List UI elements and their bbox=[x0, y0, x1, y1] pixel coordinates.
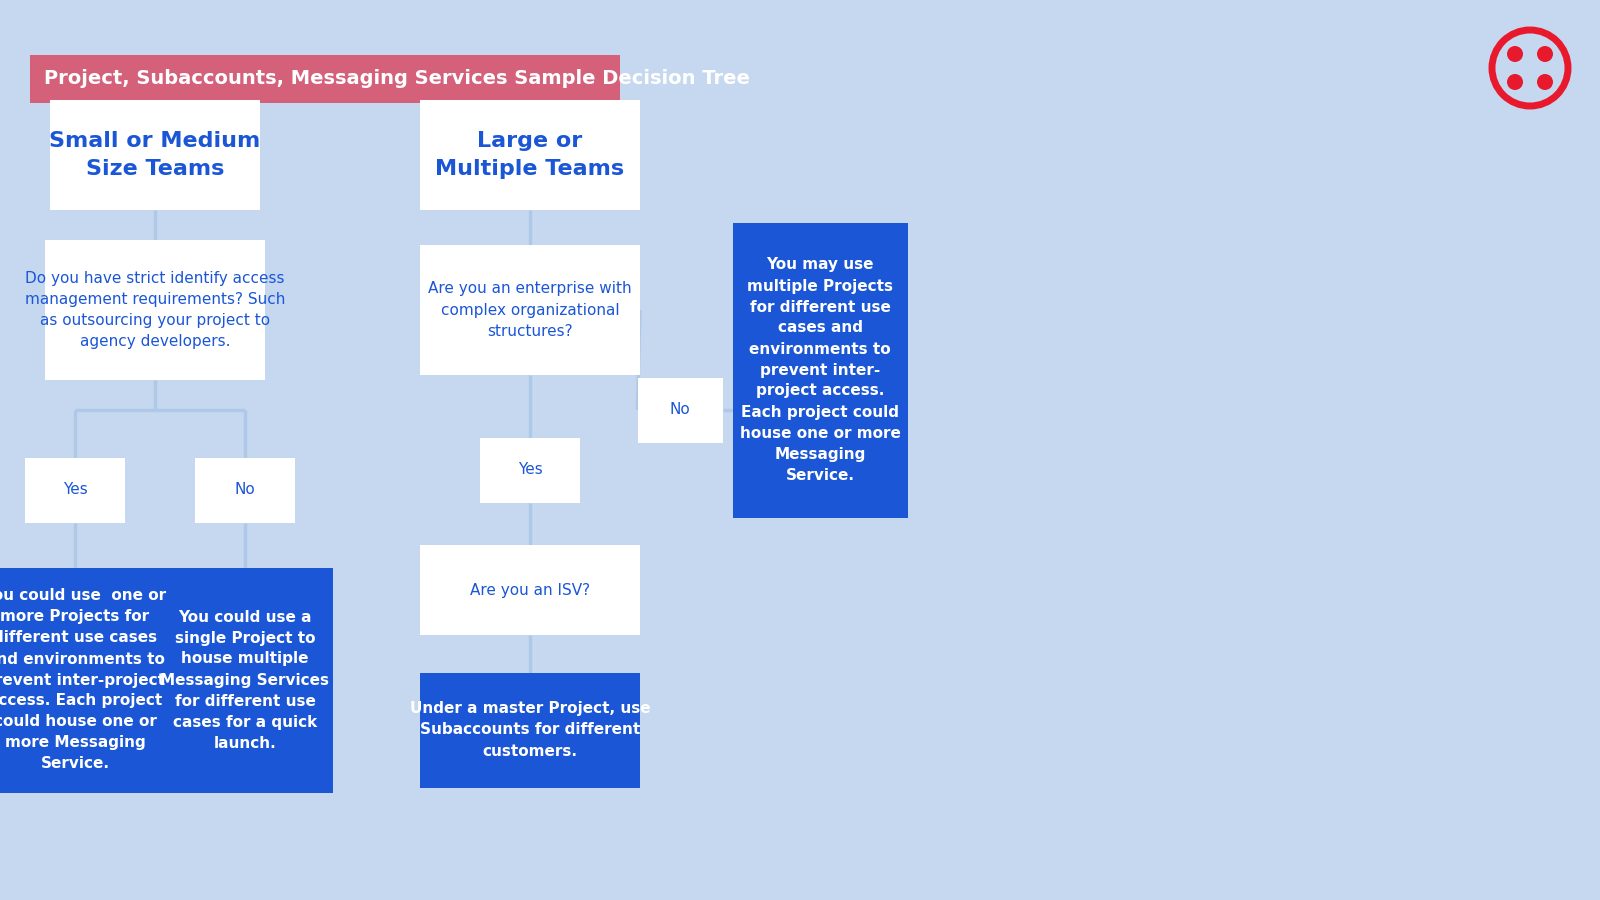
Circle shape bbox=[1538, 46, 1554, 62]
FancyBboxPatch shape bbox=[637, 377, 723, 443]
Text: You could use a
single Project to
house multiple
Messaging Services
for differen: You could use a single Project to house … bbox=[160, 609, 330, 751]
Circle shape bbox=[1538, 74, 1554, 90]
Text: You may use
multiple Projects
for different use
cases and
environments to
preven: You may use multiple Projects for differ… bbox=[739, 257, 901, 482]
Text: No: No bbox=[235, 482, 256, 498]
Circle shape bbox=[1507, 46, 1523, 62]
FancyBboxPatch shape bbox=[0, 568, 163, 793]
FancyBboxPatch shape bbox=[45, 240, 266, 380]
FancyBboxPatch shape bbox=[733, 222, 907, 518]
FancyBboxPatch shape bbox=[50, 100, 259, 210]
FancyBboxPatch shape bbox=[419, 245, 640, 375]
Text: Small or Medium
Size Teams: Small or Medium Size Teams bbox=[50, 131, 261, 179]
Text: You could use  one or
more Projects for
different use cases
and environments to
: You could use one or more Projects for d… bbox=[0, 589, 166, 771]
Text: Large or
Multiple Teams: Large or Multiple Teams bbox=[435, 131, 624, 179]
Text: Are you an ISV?: Are you an ISV? bbox=[470, 582, 590, 598]
Text: Under a master Project, use
Subaccounts for different
customers.: Under a master Project, use Subaccounts … bbox=[410, 701, 650, 759]
FancyBboxPatch shape bbox=[419, 545, 640, 635]
FancyBboxPatch shape bbox=[195, 457, 294, 523]
FancyBboxPatch shape bbox=[157, 568, 333, 793]
FancyBboxPatch shape bbox=[30, 55, 621, 103]
Text: Project, Subaccounts, Messaging Services Sample Decision Tree: Project, Subaccounts, Messaging Services… bbox=[45, 69, 750, 88]
Text: Do you have strict identify access
management requirements? Such
as outsourcing : Do you have strict identify access manag… bbox=[26, 271, 285, 349]
Text: Are you an enterprise with
complex organizational
structures?: Are you an enterprise with complex organ… bbox=[429, 282, 632, 338]
FancyBboxPatch shape bbox=[26, 457, 125, 523]
Text: Yes: Yes bbox=[518, 463, 542, 478]
FancyBboxPatch shape bbox=[419, 100, 640, 210]
Circle shape bbox=[1507, 74, 1523, 90]
Text: Yes: Yes bbox=[62, 482, 88, 498]
FancyBboxPatch shape bbox=[419, 672, 640, 788]
FancyBboxPatch shape bbox=[480, 437, 579, 502]
Text: No: No bbox=[670, 402, 690, 418]
